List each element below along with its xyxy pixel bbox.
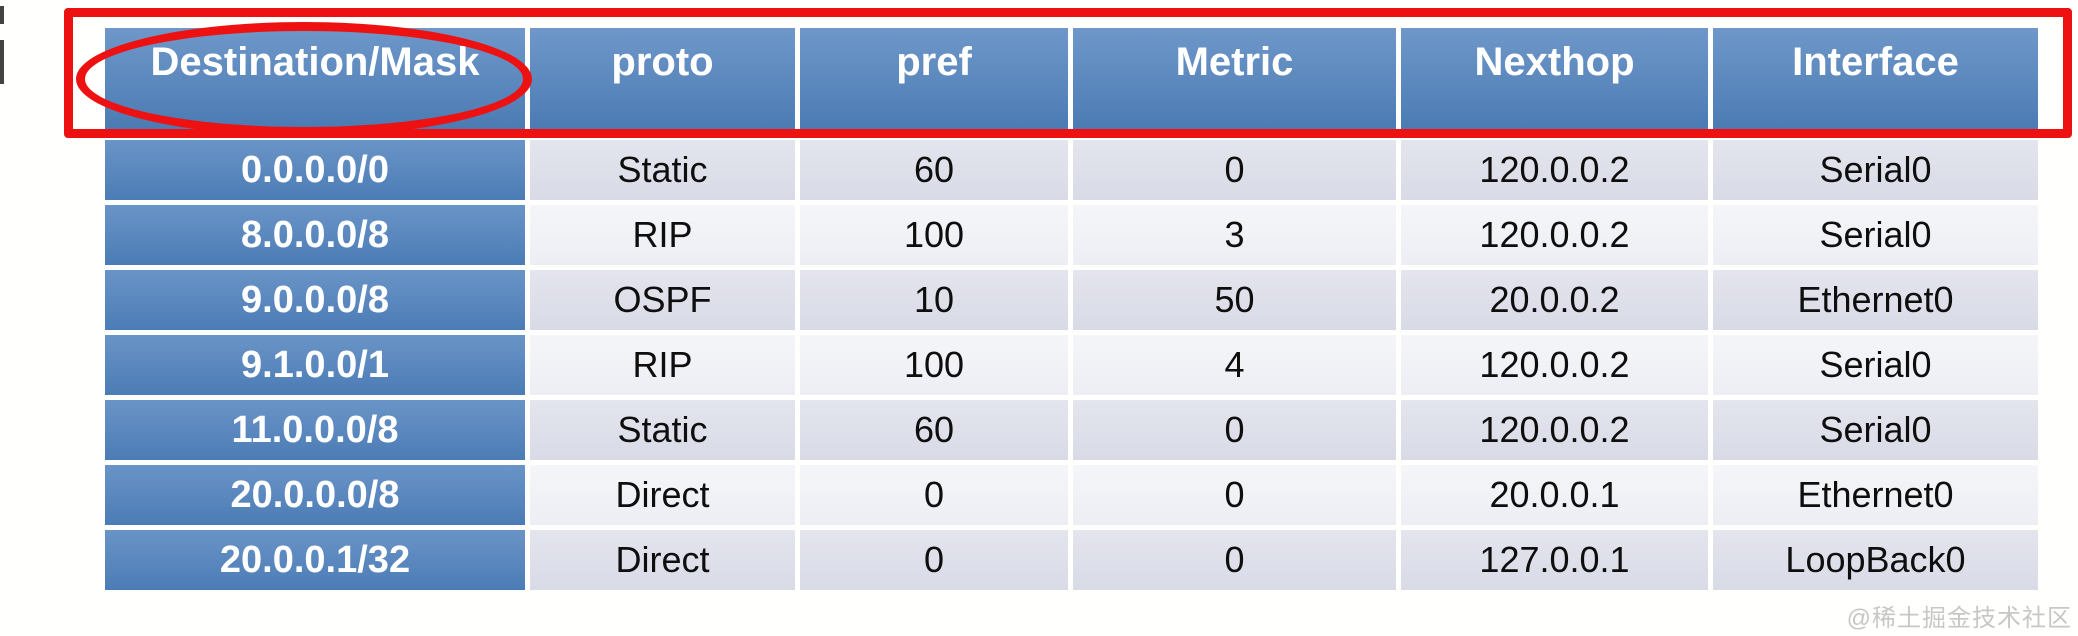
table-cell: RIP — [530, 335, 795, 395]
table-cell: 120.0.0.2 — [1401, 140, 1708, 200]
screen-edge-artifact — [0, 6, 4, 24]
red-ellipse-highlight — [76, 22, 532, 136]
table-cell: 0 — [1073, 465, 1396, 525]
table-cell: 60 — [800, 400, 1068, 460]
table-cell: 50 — [1073, 270, 1396, 330]
table-cell: 127.0.0.1 — [1401, 530, 1708, 590]
column-header-interface: Interface — [1713, 28, 2038, 130]
table-cell: 20.0.0.2 — [1401, 270, 1708, 330]
table-cell: Static — [530, 140, 795, 200]
table-cell: Direct — [530, 530, 795, 590]
column-header-pref: pref — [800, 28, 1068, 130]
table-cell: 0 — [1073, 140, 1396, 200]
table-cell: OSPF — [530, 270, 795, 330]
table-cell: 20.0.0.1 — [1401, 465, 1708, 525]
destination-cell: 11.0.0.0/8 — [105, 400, 525, 460]
table-cell: 3 — [1073, 205, 1396, 265]
table-cell: 60 — [800, 140, 1068, 200]
table-cell: 10 — [800, 270, 1068, 330]
table-cell: 0 — [800, 530, 1068, 590]
destination-cell: 9.1.0.0/1 — [105, 335, 525, 395]
table-cell: Serial0 — [1713, 335, 2038, 395]
table-body: 0.0.0.0/0 Static 60 0 120.0.0.2 Serial0 8.0.0.… — [105, 140, 2038, 590]
column-header-proto: proto — [530, 28, 795, 130]
table-cell: Serial0 — [1713, 205, 2038, 265]
table-cell: Serial0 — [1713, 140, 2038, 200]
table-cell: 120.0.0.2 — [1401, 400, 1708, 460]
table-cell: Direct — [530, 465, 795, 525]
table-cell: Ethernet0 — [1713, 465, 2038, 525]
destination-cell: 8.0.0.0/8 — [105, 205, 525, 265]
table-cell: 0 — [800, 465, 1068, 525]
red-rectangle-highlight — [64, 8, 2072, 138]
destination-cell: 20.0.0.0/8 — [105, 465, 525, 525]
table-cell: Ethernet0 — [1713, 270, 2038, 330]
destination-cell: 20.0.0.1/32 — [105, 530, 525, 590]
column-header-metric: Metric — [1073, 28, 1396, 130]
table-cell: 120.0.0.2 — [1401, 205, 1708, 265]
table-cell: 0 — [1073, 530, 1396, 590]
watermark: @稀土掘金技术社区 — [1846, 605, 2072, 632]
column-header-nexthop: Nexthop — [1401, 28, 1708, 130]
table-cell: RIP — [530, 205, 795, 265]
table-cell: 0 — [1073, 400, 1396, 460]
table-cell: 4 — [1073, 335, 1396, 395]
table-cell: Serial0 — [1713, 400, 2038, 460]
routing-table: Destination/Mask proto pref Metric Nexthop In… — [105, 28, 2038, 590]
screen-edge-artifact — [0, 40, 4, 84]
table-cell: 100 — [800, 205, 1068, 265]
destination-cell: 0.0.0.0/0 — [105, 140, 525, 200]
table-cell: LoopBack0 — [1713, 530, 2038, 590]
destination-cell: 9.0.0.0/8 — [105, 270, 525, 330]
table-cell: Static — [530, 400, 795, 460]
table-cell: 100 — [800, 335, 1068, 395]
table-cell: 120.0.0.2 — [1401, 335, 1708, 395]
